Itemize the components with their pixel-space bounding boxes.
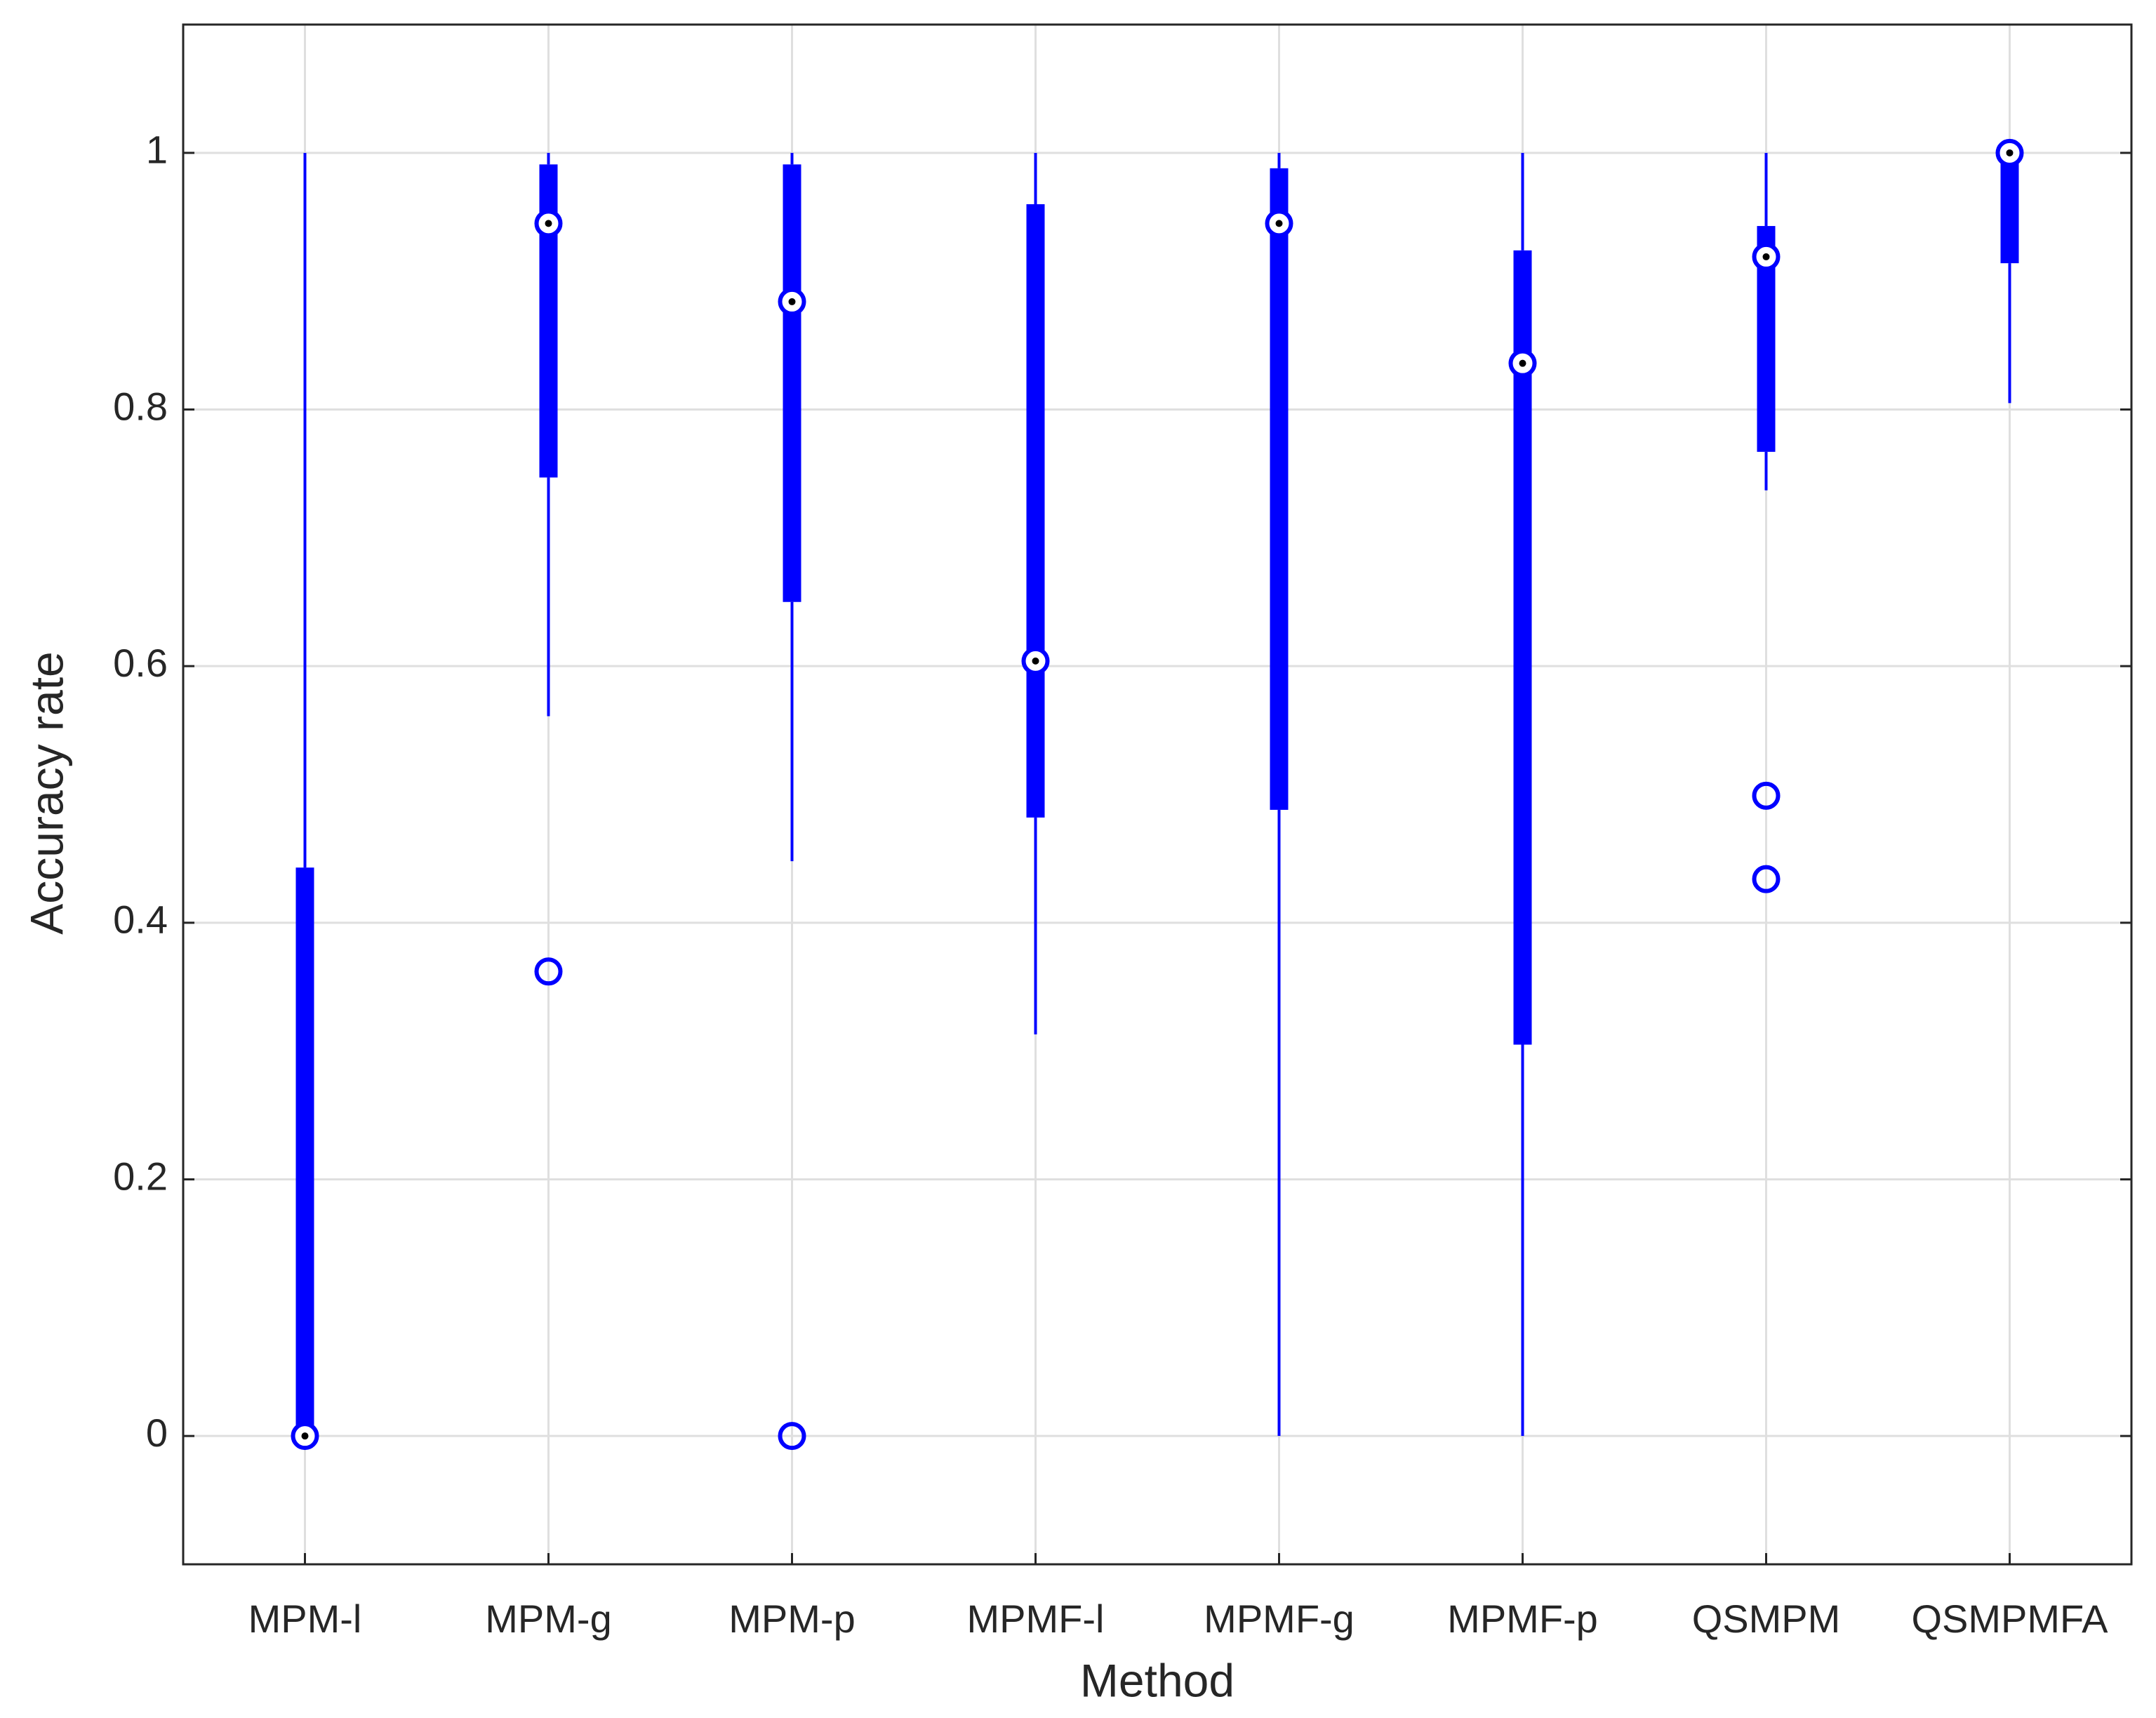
y-axis-label: Accuracy rate <box>20 651 72 934</box>
x-axis-label: Method <box>1080 1654 1235 1706</box>
median-dot <box>1519 359 1526 367</box>
x-tick-label: MPMF-g <box>1204 1597 1355 1641</box>
x-tick-label: MPM-g <box>485 1597 611 1641</box>
box <box>295 867 314 1437</box>
x-tick-label: MPMF-p <box>1447 1597 1598 1641</box>
y-tick-label: 0.4 <box>113 898 168 942</box>
y-tick-label: 0.6 <box>113 641 168 685</box>
x-tick-label: MPM-p <box>728 1597 855 1641</box>
y-tick-label: 0.2 <box>113 1154 168 1198</box>
outlier <box>1752 865 1781 893</box>
median-dot <box>1762 253 1770 260</box>
median-dot <box>1032 657 1039 665</box>
x-tick-label: QSMPMFA <box>1911 1597 2108 1641</box>
x-tick-label: MPM-l <box>248 1597 362 1641</box>
x-tick-label: MPMF-l <box>967 1597 1105 1641</box>
box <box>1270 168 1289 810</box>
y-tick-label: 0.8 <box>113 384 168 428</box>
box <box>1026 204 1045 818</box>
outlier <box>778 1422 806 1451</box>
outlier <box>1752 781 1781 810</box>
median-dot <box>1275 220 1283 227</box>
y-tick-label: 1 <box>146 128 168 172</box>
x-tick-label: QSMPM <box>1692 1597 1841 1641</box>
outlier <box>534 957 563 986</box>
median-dot <box>545 220 552 227</box>
median-dot <box>2006 149 2014 157</box>
median-dot <box>788 298 796 305</box>
box <box>2000 152 2019 264</box>
box <box>783 164 801 602</box>
median-dot <box>301 1432 309 1440</box>
axes-frame <box>182 23 2133 1566</box>
y-tick-label: 0 <box>146 1411 168 1455</box>
box <box>1513 250 1532 1045</box>
